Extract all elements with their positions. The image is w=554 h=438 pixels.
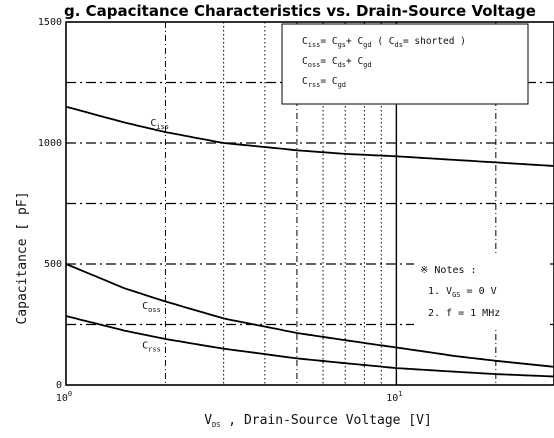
- notes-frame: [414, 256, 550, 328]
- curve-labels: Ciss Coss Crss: [142, 118, 169, 354]
- y-tick-label: 0: [56, 380, 62, 391]
- y-tick-labels: 0 500 1000 1500: [38, 17, 62, 391]
- legend-entry: Crss= Cgd: [302, 76, 346, 89]
- y-tick-label: 1500: [38, 17, 62, 28]
- y-tick-label: 1000: [38, 138, 62, 149]
- legend-box: Ciss= Cgs+ Cgd ( Cds= shorted ) Coss= Cds…: [281, 23, 529, 105]
- notes-line: 2. f = 1 MHz: [428, 308, 500, 319]
- y-axis-label: Capacitance [ pF]: [15, 191, 30, 324]
- x-axis-title: VDS , Drain-Source Voltage [V]: [204, 413, 432, 429]
- curve-ciss: [65, 105, 554, 167]
- curve-label-ciss: Ciss: [150, 118, 169, 131]
- curve-label-coss: Coss: [142, 301, 161, 314]
- x-axis-label: VDS , Drain-Source Voltage [V]: [204, 413, 432, 429]
- x-tick-labels: 100 101: [56, 390, 403, 404]
- curve-label-crss: Crss: [142, 341, 161, 354]
- x-tick-label: 100: [56, 390, 72, 404]
- plot-frame: [65, 21, 554, 386]
- curve-crss: [65, 315, 554, 378]
- curve-coss: [65, 263, 554, 368]
- notes-heading: ※ Notes :: [420, 265, 477, 276]
- notes-box: ※ Notes : 1. VGS = 0 V 2. f = 1 MHz: [414, 256, 550, 328]
- legend-frame: [281, 23, 529, 105]
- legend-entry: Coss= Cds+ Cgd: [302, 56, 372, 69]
- x-tick-label: 101: [386, 390, 402, 404]
- chart-title: g. Capacitance Characteristics vs. Drain…: [64, 2, 536, 20]
- legend-entry: Ciss= Cgs+ Cgd ( Cds= shorted ): [302, 36, 466, 49]
- y-tick-label: 500: [44, 259, 62, 270]
- curves-group: [65, 105, 554, 378]
- notes-line: 1. VGS = 0 V: [428, 286, 497, 299]
